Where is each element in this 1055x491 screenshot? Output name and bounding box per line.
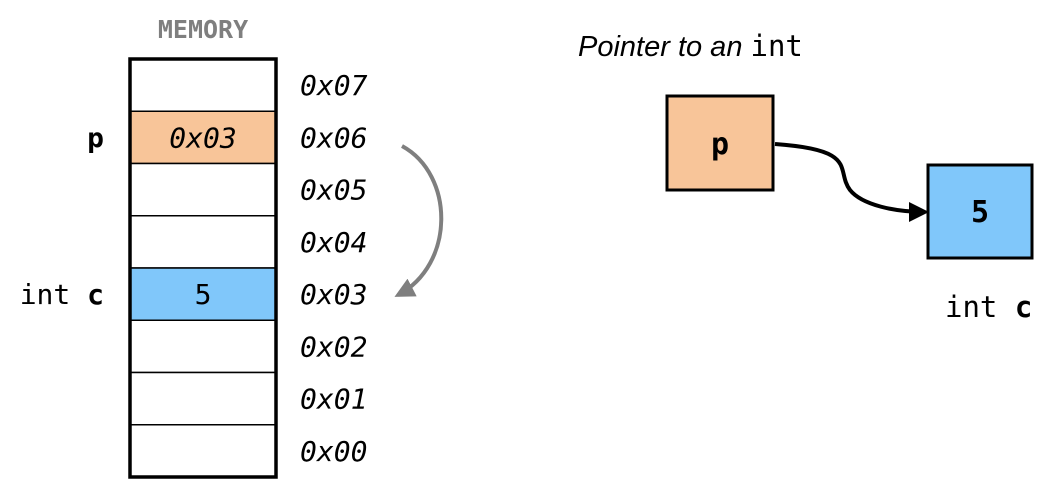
memory-var-label: p xyxy=(87,121,104,154)
memory-cell xyxy=(129,319,277,374)
memory-address: 0x07 xyxy=(300,69,368,102)
memory-cell xyxy=(129,371,277,426)
pointer-box-label: p xyxy=(711,127,729,162)
memory-border xyxy=(128,57,278,479)
memory-address: 0x03 xyxy=(300,278,367,311)
memory-cell-value: 0x03 xyxy=(169,121,236,154)
target-box xyxy=(926,163,1034,260)
memory-address: 0x05 xyxy=(300,174,367,207)
target-box-label: 5 xyxy=(971,195,989,230)
memory-var-name: c xyxy=(87,278,104,311)
memory-cell xyxy=(129,424,277,478)
diagram-title-type: int xyxy=(751,29,803,63)
target-caption: int c xyxy=(945,290,1032,324)
memory-table: 0x07 0x03 0x06 p 0x05 0x04 5 0x03 int c 0x02 0x01 0… xyxy=(20,57,368,479)
memory-address: 0x06 xyxy=(300,121,367,154)
memory-cell xyxy=(129,162,277,217)
memory-address: 0x02 xyxy=(300,330,367,363)
memory-cell xyxy=(129,215,277,269)
memory-cell xyxy=(129,58,277,112)
pointer-box xyxy=(665,94,775,192)
memory-cell xyxy=(129,267,277,321)
target-caption-type: int xyxy=(945,290,997,324)
memory-address: 0x01 xyxy=(300,383,367,416)
memory-var-type: int xyxy=(20,278,71,311)
memory-title: MEMORY xyxy=(158,15,248,44)
memory-var-name: p xyxy=(87,121,104,154)
memory-var-label: int c xyxy=(20,278,104,311)
target-caption-name: c xyxy=(1015,290,1032,324)
memory-address: 0x04 xyxy=(300,226,367,259)
memory-address: 0x00 xyxy=(300,435,367,468)
pointer-arrow xyxy=(774,142,929,222)
memory-pointer-arrow xyxy=(394,144,444,297)
memory-cell xyxy=(129,110,277,165)
diagram-title: Pointer to an int xyxy=(578,29,803,63)
diagram-title-prefix: Pointer to an xyxy=(578,31,751,63)
memory-cell-value: 5 xyxy=(195,278,212,311)
